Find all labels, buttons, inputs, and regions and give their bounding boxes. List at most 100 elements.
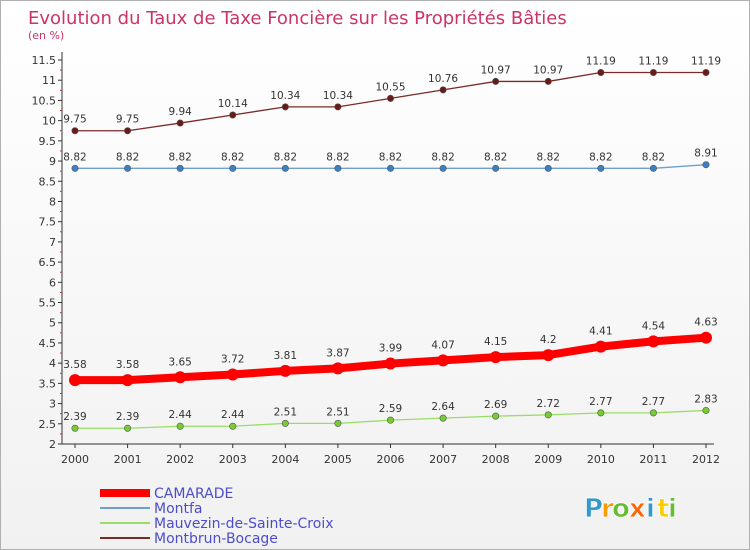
y-tick-label: 7.5 — [39, 216, 57, 229]
data-label: 10.34 — [270, 90, 300, 102]
data-point — [334, 419, 342, 427]
x-tick-label: 2007 — [429, 453, 457, 466]
data-label: 8.82 — [379, 151, 402, 163]
y-tick-label: 2 — [49, 438, 56, 451]
data-point — [124, 164, 132, 172]
data-label: 2.44 — [221, 409, 245, 421]
data-point — [702, 406, 710, 414]
data-point — [597, 164, 605, 172]
y-tick-label: 5 — [49, 317, 56, 330]
data-point — [597, 409, 605, 417]
logo-letter: r — [601, 494, 614, 524]
chart-subtitle: (en %) — [28, 29, 64, 42]
series-mauvezin-de-sainte-croix: 2.39 2.39 2.44 2.44 2.51 2.51 2.59 2.64 2.69 2.72… — [63, 393, 718, 432]
data-label: 10.97 — [481, 64, 511, 76]
data-point — [439, 86, 447, 94]
data-label: 3.72 — [221, 353, 244, 365]
x-tick-label: 2005 — [324, 453, 352, 466]
y-tick-label: 8.5 — [39, 175, 57, 188]
legend-item: Mauvezin-de-Sainte-Croix — [100, 516, 334, 532]
data-point — [281, 419, 289, 427]
data-point — [386, 94, 394, 102]
logo-letter: i — [668, 494, 677, 524]
legend-label: Montbrun-Bocage — [154, 531, 278, 547]
y-tick-label: 3 — [49, 398, 56, 411]
data-label: 4.2 — [540, 334, 557, 346]
data-point — [334, 103, 342, 111]
x-tick-label: 2009 — [534, 453, 562, 466]
data-label: 2.39 — [63, 411, 86, 423]
data-point — [702, 69, 710, 77]
data-point — [649, 164, 657, 172]
data-label: 9.75 — [63, 114, 86, 126]
data-point — [124, 424, 132, 432]
data-label: 2.39 — [116, 411, 139, 423]
data-label: 11.19 — [586, 56, 616, 68]
y-tick-label: 7 — [49, 236, 56, 249]
axes: 2 2.5 3 3.5 4 4.5 5 5.5 6 6.5 7 7.5 8 8.5 9 9.5 10 10.5 11… — [32, 52, 720, 466]
data-point — [492, 164, 500, 172]
x-tick-label: 2006 — [377, 453, 405, 466]
data-point — [700, 331, 712, 344]
data-point — [331, 362, 344, 375]
y-tick-label: 6.5 — [39, 256, 57, 269]
data-label: 8.82 — [431, 151, 454, 163]
y-tick-label: 11 — [42, 74, 56, 87]
chart-title: Evolution du Taux de Taxe Foncière sur l… — [28, 8, 567, 29]
data-label: 8.82 — [221, 151, 244, 163]
data-label: 2.69 — [484, 399, 507, 411]
data-label: 11.19 — [638, 56, 668, 68]
y-tick-label: 4 — [49, 357, 56, 370]
data-label: 2.51 — [274, 406, 297, 418]
data-label: 10.14 — [218, 98, 248, 110]
data-point — [542, 349, 555, 362]
legend-item: Montfa — [100, 501, 203, 517]
data-point — [71, 127, 79, 135]
data-label: 2.72 — [537, 398, 560, 410]
series-layer: 9.75 9.75 9.94 10.14 10.34 10.34 10.55 10.76 10.… — [63, 56, 721, 432]
data-label: 4.41 — [589, 326, 612, 338]
data-label: 4.54 — [642, 320, 666, 332]
data-point — [121, 374, 134, 387]
data-point — [229, 111, 237, 119]
legend-item: Montbrun-Bocage — [100, 531, 278, 547]
x-tick-label: 2008 — [482, 453, 510, 466]
data-point — [544, 77, 552, 85]
data-point — [439, 414, 447, 422]
data-point — [281, 164, 289, 172]
data-label: 2.64 — [431, 401, 455, 413]
logo-letter: P — [584, 494, 603, 524]
data-point — [597, 69, 605, 77]
data-point — [279, 364, 292, 377]
proxiti-logo: Pro x i ti — [584, 494, 678, 525]
data-label: 3.81 — [274, 350, 297, 362]
data-point — [544, 411, 552, 419]
data-label: 3.58 — [116, 359, 139, 371]
x-tick-label: 2002 — [166, 453, 194, 466]
data-label: 8.91 — [694, 148, 717, 160]
data-point — [492, 412, 500, 420]
data-point — [229, 422, 237, 430]
data-label: 4.07 — [431, 339, 454, 351]
x-tick-label: 2012 — [692, 453, 720, 466]
data-label: 8.82 — [642, 151, 665, 163]
data-point — [229, 164, 237, 172]
data-label: 9.75 — [116, 114, 139, 126]
y-tick-label: 4.5 — [39, 337, 57, 350]
x-tick-label: 2001 — [114, 453, 142, 466]
data-label: 2.77 — [589, 396, 612, 408]
x-tick-label: 2011 — [639, 453, 667, 466]
data-point — [334, 164, 342, 172]
y-tick-label: 2.5 — [39, 418, 57, 431]
x-tick-label: 2003 — [219, 453, 247, 466]
y-tick-label: 10 — [42, 115, 56, 128]
data-point — [69, 374, 81, 387]
data-label: 2.83 — [694, 393, 717, 405]
y-tick-label: 6 — [49, 276, 56, 289]
data-point — [647, 335, 660, 348]
data-point — [174, 371, 187, 384]
data-label: 10.55 — [375, 81, 405, 93]
data-point — [649, 409, 657, 417]
